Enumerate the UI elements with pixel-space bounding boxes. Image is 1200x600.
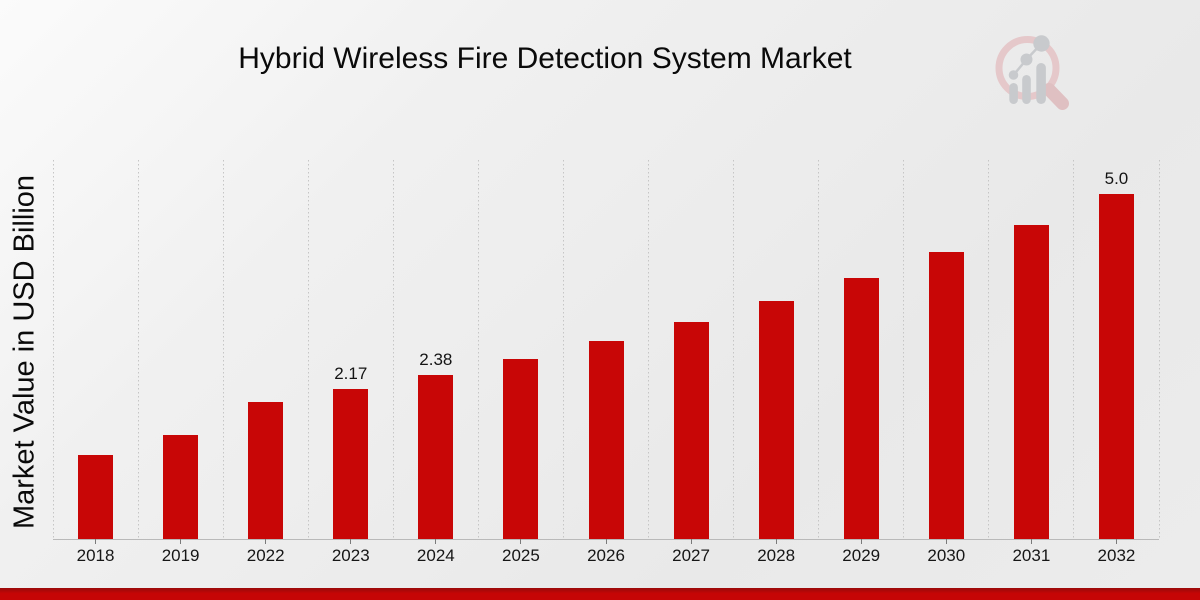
x-tick-2023 xyxy=(350,539,352,544)
bar-2024 xyxy=(418,374,454,539)
bar-value-label-2024: 2.38 xyxy=(419,349,453,369)
bar-2028 xyxy=(758,300,794,539)
x-label-2028: 2028 xyxy=(757,546,796,565)
plot-area: 2.17 2.38 5.0 2018 2019 2022 2023 2024 2025 2026… xyxy=(52,160,1160,565)
x-tick-2028 xyxy=(775,539,777,544)
gridline xyxy=(648,160,650,539)
gridline xyxy=(392,160,394,539)
bar-2023 xyxy=(333,389,369,539)
x-label-2023: 2023 xyxy=(331,546,370,565)
gridline xyxy=(818,160,820,539)
x-tick-2024 xyxy=(435,539,437,544)
x-label-2024: 2024 xyxy=(416,546,455,565)
x-label-2022: 2022 xyxy=(246,546,285,565)
x-label-2026: 2026 xyxy=(587,546,625,565)
x-tick-2018 xyxy=(95,539,97,544)
gridline xyxy=(562,160,564,539)
gridline xyxy=(903,160,905,539)
gridline xyxy=(477,160,479,539)
x-tick-2027 xyxy=(690,539,692,544)
x-tick-2026 xyxy=(605,539,607,544)
bar-2029 xyxy=(843,277,879,539)
x-tick-2032 xyxy=(1115,539,1117,544)
bar-2030 xyxy=(928,252,964,539)
gridline xyxy=(52,160,54,539)
gridline xyxy=(137,160,139,539)
gridline xyxy=(222,160,224,539)
footer-accent-bar xyxy=(0,588,1200,600)
logo-bar-medium xyxy=(1022,75,1031,104)
gridline xyxy=(1158,160,1160,539)
logo-node-large xyxy=(1033,35,1050,52)
x-label-2027: 2027 xyxy=(672,546,710,565)
x-tick-2022 xyxy=(265,539,267,544)
x-tick-2030 xyxy=(945,539,947,544)
chart-title: Hybrid Wireless Fire Detection System Ma… xyxy=(238,42,852,75)
x-tick-2025 xyxy=(520,539,522,544)
x-label-2025: 2025 xyxy=(502,546,540,565)
bar-value-label-2032: 5.0 xyxy=(1104,168,1129,188)
bar-2019 xyxy=(163,434,199,539)
bar-2026 xyxy=(588,341,624,539)
bar-2027 xyxy=(673,322,709,539)
logo-bar-small xyxy=(1009,83,1018,104)
x-label-2030: 2030 xyxy=(927,546,966,565)
gridline xyxy=(1073,160,1075,539)
bar-2022 xyxy=(248,402,284,539)
magnifier-bar-chart-logo xyxy=(995,35,1069,110)
x-tick-2029 xyxy=(860,539,862,544)
x-tick-2019 xyxy=(180,539,182,544)
x-label-2029: 2029 xyxy=(842,546,881,565)
logo-node-medium xyxy=(1020,53,1033,66)
bar-2018 xyxy=(78,455,114,539)
bar-2032 xyxy=(1098,193,1134,539)
gridline xyxy=(988,160,990,539)
x-label-2032: 2032 xyxy=(1097,546,1136,565)
magnifier-handle xyxy=(1042,83,1069,110)
x-axis: 2018 2019 2022 2023 2024 2025 2026 2027 2028 2029… xyxy=(53,539,1159,579)
x-tick-2031 xyxy=(1030,539,1032,544)
bar-2025 xyxy=(503,358,539,539)
logo-node-small xyxy=(1008,70,1019,80)
gridline xyxy=(733,160,735,539)
logo-bar-large xyxy=(1036,63,1046,104)
bar-2031 xyxy=(1013,224,1049,539)
x-label-2018: 2018 xyxy=(76,546,115,565)
x-label-2031: 2031 xyxy=(1012,546,1051,565)
gridline xyxy=(307,160,309,539)
y-axis-label: Market Value in USD Billion xyxy=(8,174,41,530)
bar-value-label-2023: 2.17 xyxy=(334,364,368,384)
x-label-2019: 2019 xyxy=(161,546,200,565)
